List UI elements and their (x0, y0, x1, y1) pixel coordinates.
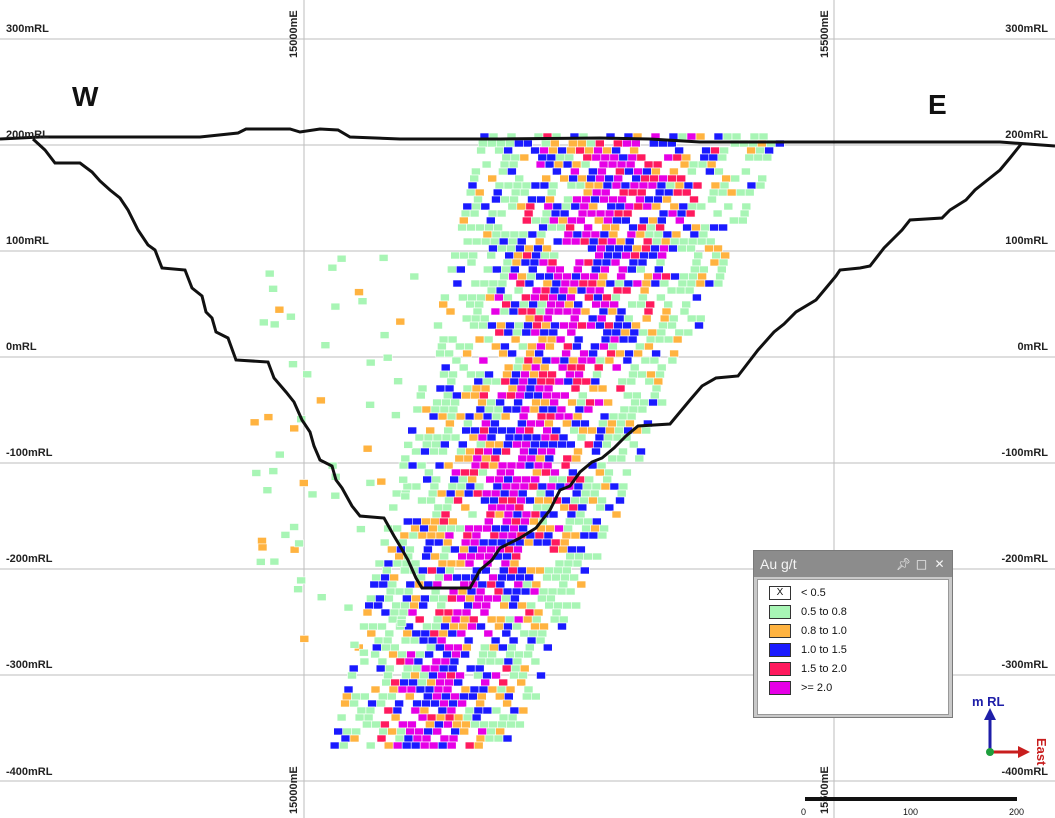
rl-label-right: -400mRL (1002, 766, 1049, 778)
rl-label-right: -100mRL (1002, 447, 1049, 459)
easting-label-bottom-15000: 15000mE (288, 766, 300, 814)
rl-label-left: 300mRL (6, 23, 49, 35)
rl-labels-right: 300mRL 200mRL 100mRL 0mRL -100mRL -200mRL -300… (1002, 23, 1049, 778)
pit-outline (31, 137, 1024, 590)
rl-label-left: 100mRL (6, 235, 49, 247)
legend-label: >= 2.0 (801, 681, 833, 694)
legend-swatch (769, 661, 791, 676)
rl-label-right: 0mRL (1017, 341, 1048, 353)
rl-label-left: -300mRL (6, 659, 53, 671)
legend-label: 1.0 to 1.5 (801, 643, 847, 656)
rl-label-left: 0mRL (6, 341, 37, 353)
legend-swatch (769, 604, 791, 619)
topography-line (0, 127, 1055, 148)
scale-bar: 0 100 200 (801, 797, 1024, 817)
rl-label-left: -100mRL (6, 447, 53, 459)
easting-labels: 15000mE 15500mE 15000mE 15500mE (288, 10, 831, 814)
east-axis-label: East (1034, 738, 1049, 766)
legend-item: 0.5 to 0.8 (758, 602, 948, 621)
legend-item: 0.8 to 1.0 (758, 621, 948, 640)
legend-label: 1.5 to 2.0 (801, 662, 847, 675)
west-label: W (72, 81, 99, 112)
easting-label-top-15000: 15000mE (288, 10, 300, 58)
rl-label-right: -300mRL (1002, 659, 1049, 671)
mrl-axis-label: m RL (972, 694, 1005, 709)
rl-labels-left: 300mRL 200mRL 100mRL 0mRL -100mRL -200mRL -300… (6, 23, 53, 778)
legend-label: 0.5 to 0.8 (801, 605, 847, 618)
east-label: E (928, 89, 947, 120)
scale-tick-100: 100 (903, 807, 918, 817)
easting-label-bottom-15500: 15500mE (819, 766, 831, 814)
legend-item: X < 0.5 (758, 583, 948, 602)
block-model (249, 132, 785, 750)
rl-label-right: 300mRL (1005, 23, 1048, 35)
legend-item: 1.5 to 2.0 (758, 659, 948, 678)
legend-swatch: X (769, 585, 791, 600)
legend-item: >= 2.0 (758, 678, 948, 697)
scale-tick-200: 200 (1009, 807, 1024, 817)
scale-tick-0: 0 (801, 807, 806, 817)
rl-label-left: -200mRL (6, 553, 53, 565)
legend-label: < 0.5 (801, 586, 826, 599)
legend-header: Au g/t 📌︎ □ ✕ (754, 551, 952, 577)
legend-item: 1.0 to 1.5 (758, 640, 948, 659)
legend-panel[interactable]: Au g/t 📌︎ □ ✕ X < 0.5 0.5 to 0.8 0.8 to … (753, 550, 953, 718)
legend-label: 0.8 to 1.0 (801, 624, 847, 637)
rl-label-right: 100mRL (1005, 235, 1048, 247)
legend-swatch (769, 680, 791, 695)
rl-label-right: 200mRL (1005, 129, 1048, 141)
easting-label-top-15500: 15500mE (819, 10, 831, 58)
rl-label-left: 200mRL (6, 129, 49, 141)
legend-title: Au g/t (760, 556, 797, 572)
maximize-icon[interactable]: □ (915, 557, 928, 571)
rl-label-left: -400mRL (6, 766, 53, 778)
rl-label-right: -200mRL (1002, 553, 1049, 565)
pin-icon[interactable]: 📌︎ (895, 557, 912, 571)
legend-window-controls: 📌︎ □ ✕ (895, 557, 946, 571)
legend-list: X < 0.5 0.5 to 0.8 0.8 to 1.0 1.0 to 1.5… (757, 579, 949, 715)
legend-swatch (769, 623, 791, 638)
legend-swatch (769, 642, 791, 657)
orientation-axes-icon: m RL East (972, 694, 1049, 766)
close-icon[interactable]: ✕ (934, 557, 945, 571)
